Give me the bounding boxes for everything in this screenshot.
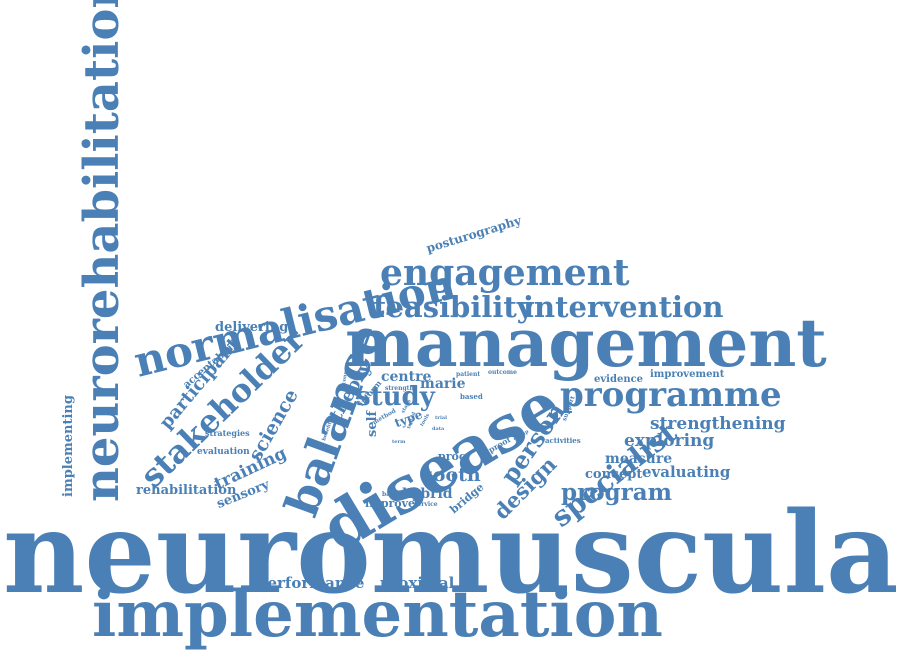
word-feasibility: feasibility	[373, 290, 534, 324]
word-neuromuscular: neuromuscular	[3, 488, 900, 619]
word-improve: improve	[365, 497, 416, 510]
word-delivering: delivering	[215, 320, 289, 335]
word-barrier: barrier	[382, 491, 406, 498]
word-proximal: proximal	[380, 574, 455, 592]
word-centre: centre	[381, 369, 432, 385]
word-data: data	[432, 426, 445, 432]
word-posturography: posturography	[424, 213, 523, 256]
word-implementing: implementing	[61, 395, 76, 497]
word-based: based	[460, 392, 483, 401]
word-programme: programme	[560, 375, 782, 415]
word-strength: strength	[385, 385, 414, 392]
word-service: service	[414, 501, 438, 508]
word-term: term	[392, 439, 406, 445]
word-study: study	[356, 382, 435, 412]
word-program: program	[561, 479, 672, 506]
word-intervention: intervention	[523, 290, 724, 324]
word-activities: activities	[545, 436, 581, 445]
word-exploring: exploring	[624, 431, 715, 451]
word-performance: performance	[257, 574, 365, 592]
word-hybrid: hybrid	[402, 486, 453, 502]
word-rehabilitation: rehabilitation	[136, 483, 237, 498]
word-evidence: evidence	[594, 374, 644, 385]
word-implementation: implementation	[92, 577, 663, 652]
word-neurorehabilitation: neurorehabilitation	[74, 0, 130, 502]
word-evaluating: evaluating	[642, 463, 731, 481]
word-strengthening: strengthening	[650, 414, 786, 434]
word-tooth: tooth	[424, 464, 481, 486]
word-concept: concept	[585, 467, 643, 482]
word-strategies: strategies	[205, 428, 250, 438]
word-marie: marie	[420, 376, 466, 392]
word-proc: proc	[438, 450, 466, 463]
word-outcome: outcome	[488, 369, 517, 376]
word-management: management	[345, 304, 827, 382]
word-trial: trial	[435, 415, 447, 421]
word-evaluation: evaluation	[197, 447, 250, 457]
word-measure: measure	[605, 451, 673, 467]
word-improvement: improvement	[650, 369, 725, 380]
word-patient: patient	[456, 371, 481, 378]
word-engagement: engagement	[380, 252, 630, 294]
